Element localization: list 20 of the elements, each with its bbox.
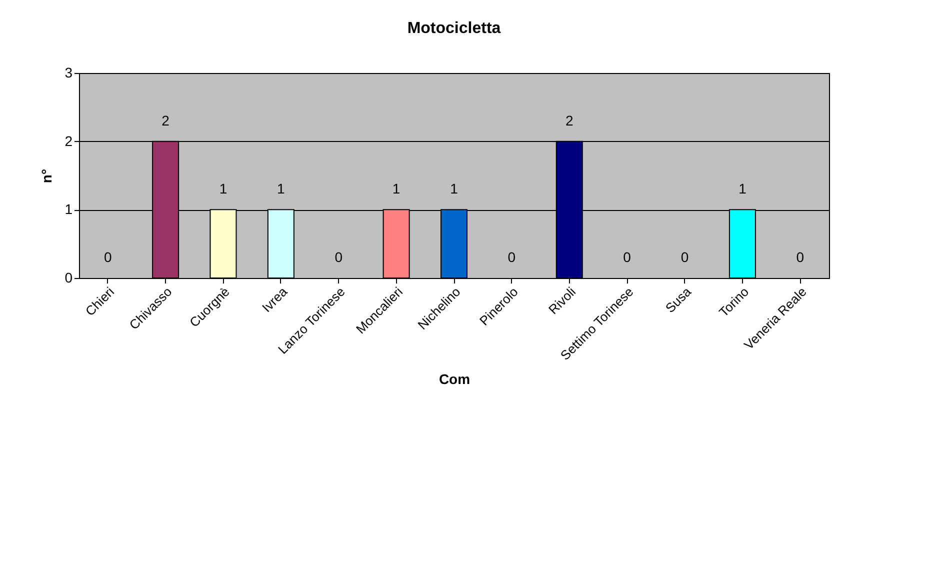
data-label: 0 xyxy=(334,249,343,265)
data-label: 1 xyxy=(219,180,228,197)
data-label: 2 xyxy=(162,112,170,128)
y-tick-label: 2 xyxy=(64,132,73,149)
data-label: 0 xyxy=(508,249,516,265)
y-tick-label: 0 xyxy=(64,270,73,286)
data-label: 0 xyxy=(104,249,112,265)
chart-title: Motocicletta xyxy=(407,20,501,37)
data-label: 0 xyxy=(680,249,689,265)
data-label: 2 xyxy=(565,112,574,128)
data-label: 0 xyxy=(796,249,804,265)
data-label: 1 xyxy=(277,180,286,197)
y-tick-label: 3 xyxy=(64,64,73,80)
data-label: 1 xyxy=(738,180,747,197)
y-tick-label: 1 xyxy=(64,201,73,218)
x-axis-title: Com xyxy=(438,371,470,388)
data-label: 1 xyxy=(450,180,458,197)
data-label: 0 xyxy=(623,249,632,265)
data-label: 1 xyxy=(392,180,400,197)
y-axis-title: n° xyxy=(38,168,55,184)
